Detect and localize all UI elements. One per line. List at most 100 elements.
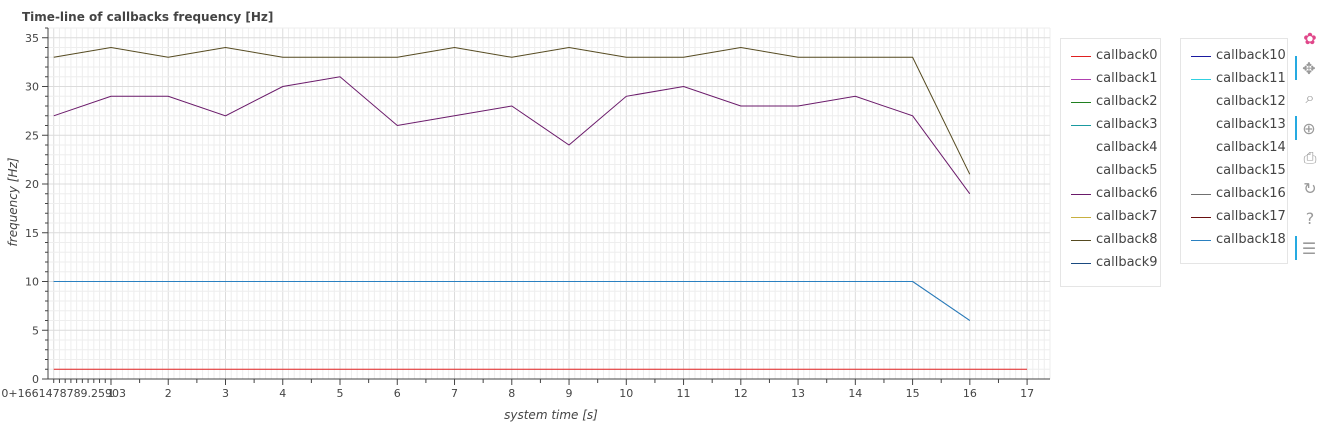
x-tick-label: 16	[963, 387, 977, 400]
grid	[47, 27, 1051, 380]
legend-swatch	[1071, 148, 1091, 149]
y-tick-label: 0	[32, 373, 39, 386]
legend-item-callback14[interactable]: callback14	[1181, 137, 1287, 160]
hover-icon[interactable]: ☰	[1295, 236, 1321, 260]
legend-swatch	[1191, 171, 1211, 172]
legend-label: callback8	[1096, 232, 1158, 247]
y-tick-label: 25	[25, 129, 39, 142]
legend-swatch	[1071, 263, 1091, 264]
y-tick-label: 35	[25, 32, 39, 45]
legend-label: callback2	[1096, 94, 1158, 109]
legend-swatch	[1071, 56, 1091, 57]
x-tick-label: 17	[1020, 387, 1034, 400]
legend-swatch	[1191, 102, 1211, 103]
legend-item-callback4[interactable]: callback4	[1061, 137, 1160, 160]
legend-label: callback5	[1096, 163, 1158, 178]
legend-label: callback16	[1216, 186, 1286, 201]
legend-label: callback17	[1216, 209, 1286, 224]
legend-item-callback5[interactable]: callback5	[1061, 160, 1160, 183]
legend-item-callback16[interactable]: callback16	[1181, 183, 1287, 206]
legend-swatch	[1191, 125, 1211, 126]
series-line-callback8	[53, 46, 971, 175]
legend-item-callback9[interactable]: callback9	[1061, 252, 1160, 275]
legend-swatch	[1071, 240, 1091, 241]
legend-item-callback2[interactable]: callback2	[1061, 91, 1160, 114]
x-tick-label: 12	[734, 387, 748, 400]
x-tick-label: 7	[451, 387, 458, 400]
pan-icon[interactable]: ✥	[1295, 56, 1321, 80]
series-layer	[53, 46, 1028, 370]
legend-swatch	[1071, 125, 1091, 126]
legend-label: callback9	[1096, 255, 1158, 270]
legend-item-callback0[interactable]: callback0	[1061, 45, 1160, 68]
x-tick-label: 9	[566, 387, 573, 400]
x-tick-label: 10	[619, 387, 633, 400]
x-tick-label: 5	[337, 387, 344, 400]
legend-swatch	[1191, 148, 1211, 149]
reset-icon[interactable]: ↻	[1303, 178, 1317, 198]
legend-item-callback12[interactable]: callback12	[1181, 91, 1287, 114]
legend-swatch	[1071, 102, 1091, 103]
series-line-callback6	[53, 76, 971, 195]
x-tick-label: 8	[508, 387, 515, 400]
x-tick-label: 1	[107, 387, 114, 400]
legend-label: callback18	[1216, 232, 1286, 247]
y-tick-label: 5	[32, 324, 39, 337]
legend-label: callback10	[1216, 48, 1286, 63]
x-tick-label: 15	[906, 387, 920, 400]
x-tick-label: 4	[279, 387, 286, 400]
legend-swatch	[1191, 79, 1211, 80]
series-line-callback18	[53, 281, 971, 321]
box-zoom-icon[interactable]: ⌕	[1305, 88, 1315, 107]
legend-swatch	[1191, 194, 1211, 195]
legend-item-callback8[interactable]: callback8	[1061, 229, 1160, 252]
legend-swatch	[1191, 56, 1211, 57]
legend-label: callback4	[1096, 140, 1158, 155]
y-tick-label: 20	[25, 178, 39, 191]
x-tick-label: 3	[222, 387, 229, 400]
legend-label: callback14	[1216, 140, 1286, 155]
legend-swatch	[1071, 217, 1091, 218]
legend-label: callback11	[1216, 71, 1286, 86]
x-tick-label: 6	[394, 387, 401, 400]
legend-item-callback7[interactable]: callback7	[1061, 206, 1160, 229]
legend-label: callback0	[1096, 48, 1158, 63]
y-axis-label: frequency [Hz]	[6, 157, 20, 246]
x-tick-label-offset: 0+1661478789.25903	[1, 387, 126, 400]
legend-label: callback1	[1096, 71, 1158, 86]
y-tick-label: 30	[25, 81, 39, 94]
legend-item-callback10[interactable]: callback10	[1181, 45, 1287, 68]
legend-item-callback1[interactable]: callback1	[1061, 68, 1160, 91]
toolbar: ✿ ✥ ⌕ ⊕ ⎙ ↻? ☰	[1294, 22, 1326, 282]
wheel-zoom-icon[interactable]: ⊕	[1295, 116, 1321, 140]
legend-item-callback17[interactable]: callback17	[1181, 206, 1287, 229]
legend-label: callback3	[1096, 117, 1158, 132]
legend-label: callback12	[1216, 94, 1286, 109]
legend-swatch	[1071, 79, 1091, 80]
legend-item-callback18[interactable]: callback18	[1181, 229, 1287, 252]
legend-swatch	[1191, 217, 1211, 218]
legend-item-callback13[interactable]: callback13	[1181, 114, 1287, 137]
save-icon[interactable]: ⎙	[1303, 148, 1317, 167]
legend-swatch	[1071, 194, 1091, 195]
legend-swatch	[1071, 171, 1091, 172]
x-tick-label: 14	[848, 387, 862, 400]
chart-title: Time-line of callbacks frequency [Hz]	[22, 10, 273, 24]
legend-item-callback15[interactable]: callback15	[1181, 160, 1287, 183]
help-icon[interactable]: ?	[1305, 208, 1315, 228]
x-axis-label: system time [s]	[504, 408, 598, 422]
legend-item-callback6[interactable]: callback6	[1061, 183, 1160, 206]
y-tick-label: 15	[25, 227, 39, 240]
legend-item-callback11[interactable]: callback11	[1181, 68, 1287, 91]
legend-swatch	[1191, 240, 1211, 241]
x-tick-label: 2	[165, 387, 172, 400]
x-tick-label: 13	[791, 387, 805, 400]
bokeh-logo-icon: ✿	[1303, 28, 1317, 48]
x-tick-label: 11	[677, 387, 691, 400]
legend-label: callback7	[1096, 209, 1158, 224]
legend-label: callback15	[1216, 163, 1286, 178]
legend-item-callback3[interactable]: callback3	[1061, 114, 1160, 137]
y-tick-label: 10	[25, 276, 39, 289]
